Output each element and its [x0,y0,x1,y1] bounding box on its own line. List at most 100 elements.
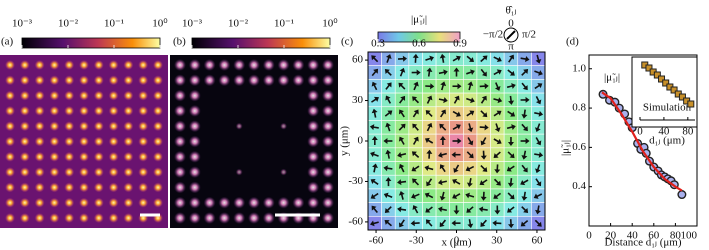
field-arrow [521,206,529,213]
arrow-head [426,149,433,154]
field-arrow [399,67,406,77]
arrow-shaft [440,125,447,131]
arrow-shaft [468,219,472,226]
spot [19,182,30,193]
colorbar [21,37,161,49]
compass-label: π [508,41,514,53]
arrow-head [522,167,528,173]
arrow-head [507,142,514,146]
spot [262,196,275,209]
inset-x-tick-label: 40 [658,126,670,138]
arrow-shaft [507,192,513,198]
field-arrow [411,151,420,158]
arrow-head [520,179,526,186]
field-arrow [384,219,393,227]
field-arrow [397,206,407,213]
field-arrow [451,151,461,158]
y-tick-label: 0.8 [572,102,586,114]
arrow-head [537,83,543,89]
arrow-head [508,100,515,105]
field-arrow [520,96,530,103]
arrow-head [455,111,461,117]
inset-point [645,64,653,72]
arrow-head [439,123,445,129]
compass [503,27,519,43]
spot [218,59,231,71]
field-arrow [412,123,419,131]
arrow-head [384,69,390,74]
spot [108,60,119,70]
spot [233,59,246,71]
field-arrow [452,110,461,117]
field-arrow [467,81,474,91]
field-arrow [521,69,529,76]
spot [235,122,243,130]
spot [93,182,104,193]
field-arrow [411,69,421,76]
spot [64,167,75,178]
field-arrow [412,136,419,145]
spot [153,60,163,70]
arrow-shaft [480,97,486,104]
spot [19,105,30,116]
field-arrow [520,179,529,186]
arrow-head [453,167,459,173]
spot [262,212,275,224]
arrow-shaft [508,165,515,171]
spot [292,196,305,209]
spot [34,60,45,70]
field-arrow [466,97,475,104]
y-tick-label: 0 [358,135,364,147]
field-arrow [372,163,378,173]
spot [93,90,104,101]
arrow-shaft [387,152,390,159]
field-arrow [521,82,528,91]
arrow-shaft [427,178,433,185]
spot [49,136,60,147]
field-arrow [534,110,544,117]
spot [218,196,231,209]
arrow-head [520,221,526,227]
field-arrow [535,178,542,187]
arrow-shaft [534,153,541,156]
field-arrow [438,69,448,76]
spot [322,196,334,209]
arrow-head [373,96,379,102]
spot [138,90,149,101]
field-arrow [439,136,446,145]
arrow-shaft [507,110,514,116]
field-arrow [371,205,378,214]
field-arrow [412,53,419,63]
arrow-head [443,97,448,104]
field-arrow [466,151,474,159]
field-arrow [369,124,379,131]
spot [218,212,231,224]
arrow-head [511,83,516,89]
spot [79,60,89,70]
arrow-head [457,83,462,90]
arrow-head [410,220,415,227]
panel-label: (a) [1,36,14,48]
arrow-head [525,138,530,144]
spot [108,75,119,86]
y-tick-label: 0.6 [572,141,586,153]
arrow-head [479,180,485,186]
field-arrow [494,205,501,215]
x-axis-label: x (μm) [441,237,471,249]
field-arrow [424,137,434,144]
arrow-head [371,55,377,61]
arrow-head [437,206,443,213]
arrow-head [438,152,443,158]
colorbar [191,37,331,49]
arrow-shaft [399,208,407,211]
field-arrow [439,123,447,131]
arrow-head [508,223,515,229]
spot [64,197,75,208]
spot [64,105,75,116]
field-arrow [535,164,541,174]
field-arrow [507,178,514,188]
arrow-shaft [493,178,500,185]
spot [79,213,89,223]
spot [64,136,75,147]
arrow-shaft [535,178,540,185]
